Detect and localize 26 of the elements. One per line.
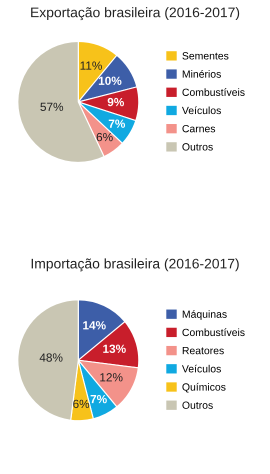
data-label: 7% [108,120,126,128]
data-label: 6% [73,400,90,408]
data-label: 13% [103,344,126,353]
legend-label: Carnes [182,124,216,132]
data-label: 12% [100,373,123,382]
legend-label: Reatores [182,347,224,354]
legend-label: Sementes [182,52,228,60]
legend-label: Outros [182,143,213,151]
data-label: 48% [40,353,63,362]
data-label: 57% [40,102,64,112]
data-label: 10% [98,76,122,85]
data-label: 14% [83,321,106,330]
legend-label: Combustíveis [182,328,245,336]
data-label: 6% [96,132,113,142]
legend-label: Químicos [182,382,226,393]
legend-label: Combustíveis [182,88,245,96]
legend-label: Outros [182,402,213,409]
chart-title: Importação brasileira (2016-2017) [32,258,239,272]
legend-label: Minérios [182,70,221,78]
data-label: 11% [80,61,102,70]
legend-label: Veículos [182,364,221,372]
chart-title: Exportação brasileira (2016-2017) [31,7,240,20]
legend-label: Veículos [182,106,221,114]
legend-label: Máquinas [182,310,227,320]
data-label: 7% [90,394,107,404]
data-label: 9% [108,98,124,106]
